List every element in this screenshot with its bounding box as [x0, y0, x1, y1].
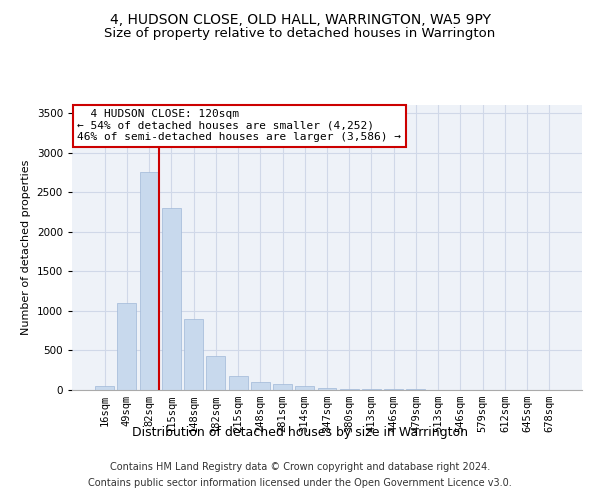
Bar	[273, 384, 292, 390]
Bar	[340, 388, 359, 390]
Text: Size of property relative to detached houses in Warrington: Size of property relative to detached ho…	[104, 28, 496, 40]
Bar	[295, 386, 314, 390]
Bar	[95, 386, 114, 390]
Text: Contains HM Land Registry data © Crown copyright and database right 2024.: Contains HM Land Registry data © Crown c…	[110, 462, 490, 472]
Bar	[206, 356, 225, 390]
Bar	[362, 389, 381, 390]
Bar	[229, 376, 248, 390]
Bar	[251, 382, 270, 390]
Bar	[317, 388, 337, 390]
Bar	[384, 389, 403, 390]
Text: Contains public sector information licensed under the Open Government Licence v3: Contains public sector information licen…	[88, 478, 512, 488]
Bar	[162, 208, 181, 390]
Text: 4 HUDSON CLOSE: 120sqm
← 54% of detached houses are smaller (4,252)
46% of semi-: 4 HUDSON CLOSE: 120sqm ← 54% of detached…	[77, 110, 401, 142]
Y-axis label: Number of detached properties: Number of detached properties	[21, 160, 31, 335]
Bar	[118, 303, 136, 390]
Text: 4, HUDSON CLOSE, OLD HALL, WARRINGTON, WA5 9PY: 4, HUDSON CLOSE, OLD HALL, WARRINGTON, W…	[110, 12, 491, 26]
Text: Distribution of detached houses by size in Warrington: Distribution of detached houses by size …	[132, 426, 468, 439]
Bar	[140, 172, 158, 390]
Bar	[184, 319, 203, 390]
